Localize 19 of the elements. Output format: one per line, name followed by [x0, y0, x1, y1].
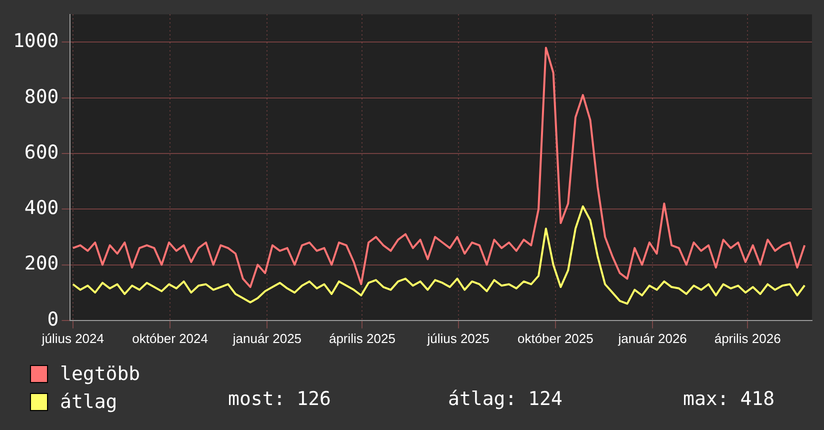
legend-label: átlag	[60, 391, 118, 413]
x-tick-label: július 2025	[426, 330, 490, 346]
x-tick-label: október 2024	[132, 330, 208, 346]
x-tick-label: április 2026	[714, 330, 781, 346]
x-tick-label: január 2026	[617, 330, 687, 346]
text: átlag: 124	[448, 388, 564, 410]
y-tick-label: 0	[47, 308, 59, 330]
y-tick-label: 600	[24, 141, 59, 164]
y-tick-label: 1000	[12, 30, 59, 52]
y-tick-label: 800	[24, 86, 59, 108]
x-tick-label: április 2025	[328, 330, 396, 346]
text: max: 418	[683, 388, 776, 410]
legend-label: legtöbb	[60, 363, 142, 385]
y-tick-label: 400	[24, 197, 59, 220]
x-tick-label: július 2024	[40, 330, 104, 346]
x-tick-label: október 2025	[517, 330, 594, 346]
x-tick-label: január 2025	[232, 330, 302, 346]
text: most: 126	[228, 388, 332, 410]
y-tick-label: 200	[24, 252, 59, 275]
